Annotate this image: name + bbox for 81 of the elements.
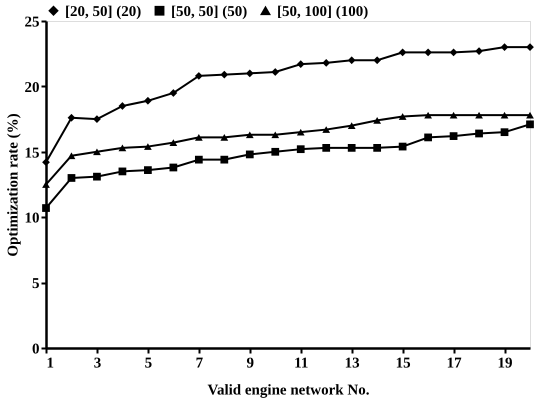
point: [220, 156, 228, 164]
y-tick-label: 5: [32, 276, 40, 292]
point: [296, 60, 305, 68]
point: [348, 56, 356, 64]
point: [373, 56, 382, 64]
point: [475, 130, 483, 138]
point: [526, 43, 534, 52]
y-tick-label: 15: [24, 145, 40, 162]
x-tick-label: 13: [344, 356, 360, 372]
point: [526, 120, 534, 128]
point: [500, 128, 508, 136]
point: [169, 139, 178, 146]
point: [500, 43, 508, 52]
point: [424, 134, 432, 142]
x-tick-label: 3: [94, 356, 102, 372]
point: [450, 132, 458, 140]
point: [450, 112, 458, 119]
point: [42, 204, 50, 212]
point: [322, 144, 330, 152]
point: [93, 115, 101, 123]
x-tick-label: 7: [196, 356, 204, 372]
point: [373, 144, 382, 152]
point: [424, 48, 432, 56]
point: [194, 156, 203, 164]
x-axis-title: Valid engine network No.: [208, 382, 370, 398]
point: [296, 145, 305, 154]
point: [68, 152, 76, 160]
y-axis-title: Optimization rate (%): [6, 113, 22, 257]
point: [144, 166, 152, 174]
point: [526, 112, 534, 119]
point: [93, 172, 101, 181]
point: [398, 142, 407, 150]
point: [144, 96, 152, 105]
legend-label: [20, 50] (20): [65, 4, 142, 20]
point: [271, 148, 280, 156]
point: [475, 47, 483, 55]
point: [42, 158, 50, 166]
legend-label: [50, 100] (100): [277, 4, 368, 20]
point: [424, 112, 432, 119]
point: [322, 58, 330, 67]
point: [398, 48, 407, 56]
y-tick-label: 0: [32, 342, 40, 358]
x-tick-label: 17: [446, 356, 462, 372]
x-tick-label: 9: [246, 356, 254, 372]
point: [169, 89, 178, 97]
y-tick-label: 10: [24, 210, 40, 227]
point: [194, 72, 203, 80]
point: [220, 134, 228, 141]
x-tick-label: 11: [294, 356, 308, 372]
point: [93, 148, 101, 156]
point: [194, 134, 203, 141]
x-tick-label: 15: [396, 356, 411, 372]
point: [373, 117, 382, 124]
point: [118, 168, 126, 176]
point: [118, 102, 126, 110]
point: [450, 48, 458, 56]
legend-label: [50, 50] (50): [171, 4, 248, 20]
point: [220, 70, 228, 78]
point: [246, 150, 254, 158]
y-tick-label: 25: [24, 14, 40, 30]
point: [42, 181, 50, 188]
point: [348, 122, 356, 129]
point: [348, 144, 356, 152]
x-tick-label: 1: [46, 356, 54, 372]
point: [271, 131, 280, 138]
x-tick-label: 19: [498, 356, 513, 372]
point: [398, 113, 407, 120]
point: [68, 174, 76, 182]
point: [246, 131, 254, 138]
point: [144, 143, 152, 150]
point: [169, 164, 178, 172]
point: [271, 68, 280, 76]
point: [68, 114, 76, 122]
point: [296, 128, 305, 136]
point: [246, 69, 254, 78]
point: [500, 112, 508, 119]
point: [118, 144, 126, 152]
y-tick-label: 20: [24, 80, 40, 96]
point: [322, 126, 330, 133]
x-tick-label: 5: [144, 356, 152, 372]
point: [475, 112, 483, 119]
